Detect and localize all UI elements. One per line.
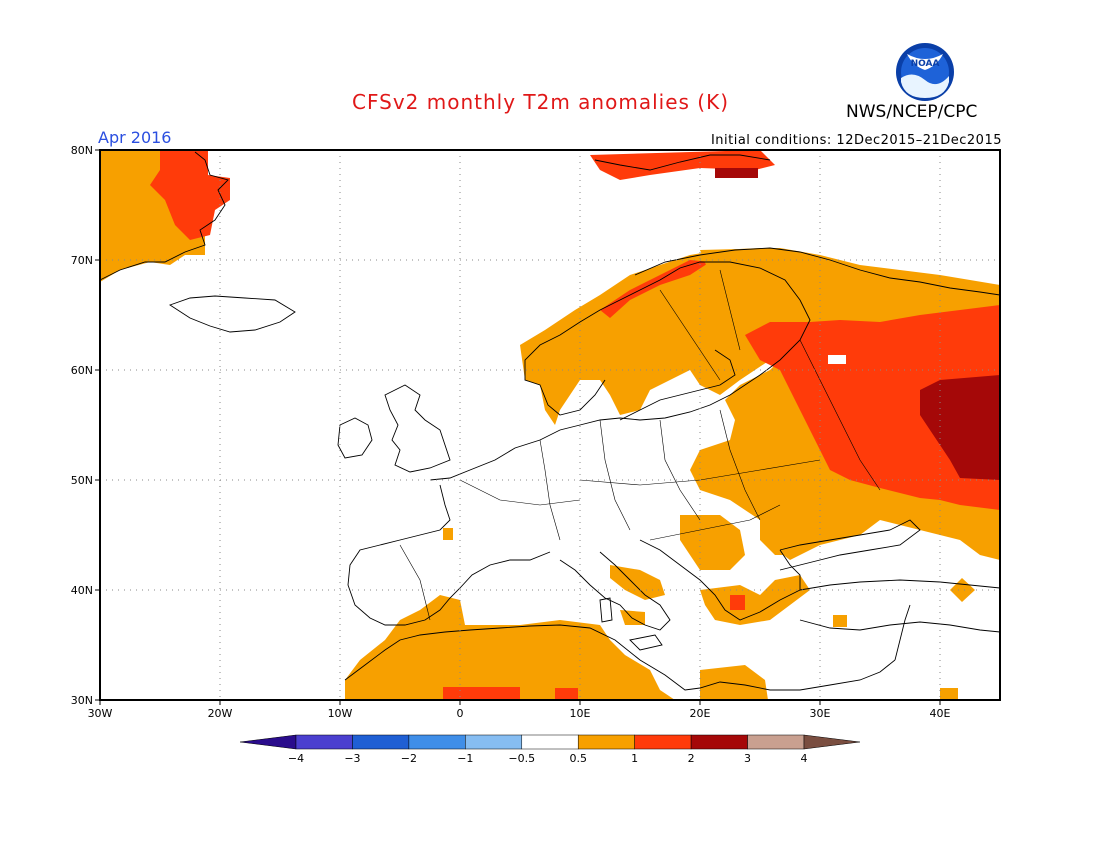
anomaly-africa-red-2 (555, 688, 578, 700)
coast-balkans (639, 539, 801, 621)
lat-tick-label: 80N (71, 144, 93, 157)
coast-biscay (347, 484, 551, 626)
coast-greenland (100, 151, 229, 281)
colorbar-swatch (747, 734, 805, 750)
border-10 (719, 269, 741, 351)
colorbar-swatch (295, 734, 353, 750)
anomaly-africa-red (443, 687, 520, 700)
lon-tick-label: 0 (457, 707, 464, 720)
coast-sicily (629, 634, 663, 651)
lon-tick-label: 30W (88, 707, 113, 720)
anomaly-libya-orange (700, 665, 768, 700)
coast-ireland (337, 417, 373, 459)
lat-tick-label: 70N (71, 254, 93, 267)
colorbar-label: 3 (744, 752, 751, 765)
lat-tick-label: 50N (71, 474, 93, 487)
border-5 (719, 409, 761, 521)
anomaly-russia-dark (920, 375, 1000, 480)
colorbar-swatch (521, 734, 579, 750)
anomaly-iberia-spot (443, 528, 453, 540)
colorbar-label: −3 (344, 752, 360, 765)
coast-levant (894, 604, 911, 661)
lon-tick-label: 20W (208, 707, 233, 720)
colorbar-label: −1 (457, 752, 473, 765)
lat-tick-label: 40N (71, 584, 93, 597)
anomaly-russia-red (745, 305, 1000, 510)
chart-title: CFSv2 monthly T2m anomalies (K) (352, 90, 729, 114)
coast-africa (344, 624, 896, 691)
anomaly-black-sea-orange (760, 500, 810, 555)
coast-sardinia (599, 597, 613, 623)
colorbar-label: −4 (288, 752, 304, 765)
initial-conditions: Initial conditions: 12Dec2015–21Dec2015 (710, 133, 1002, 148)
anomaly-svalbard-dark (715, 168, 758, 178)
coast-turkey (799, 579, 1000, 591)
border-2 (539, 439, 561, 541)
colorbar-swatch (634, 734, 692, 750)
colorbar-label: 1 (631, 752, 638, 765)
forecast-period: Apr 2016 (98, 128, 172, 147)
colorbar: −4 −3 −2 −1 −0.5 0.5 1 2 3 4 (239, 734, 861, 765)
anomaly-greece-red (730, 595, 745, 610)
coast-scandinavia-north (634, 247, 1000, 296)
lon-tick-label: 30E (810, 707, 831, 720)
colorbar-label: 2 (688, 752, 695, 765)
coast-mainland (429, 261, 811, 481)
colorbar-label: −0.5 (508, 752, 535, 765)
border-1 (459, 479, 581, 506)
border-8 (649, 504, 781, 541)
lat-tick-label: 30N (71, 694, 93, 707)
colorbar-arrow-high (803, 734, 861, 750)
lon-tick-label: 20E (690, 707, 711, 720)
organization-label: NWS/NCEP/CPC (846, 102, 978, 122)
border-4 (659, 419, 701, 521)
lat-tick-label: 60N (71, 364, 93, 377)
anomaly-white-spot (828, 355, 846, 364)
lon-tick-label: 10W (328, 707, 353, 720)
colorbar-swatch (690, 734, 748, 750)
border-11 (399, 544, 431, 621)
border-9 (659, 289, 721, 381)
colorbar-label: −2 (401, 752, 417, 765)
lon-tick-label: 40E (930, 707, 951, 720)
map-frame (99, 149, 1001, 701)
anomaly-svalbard-red (590, 150, 775, 180)
noaa-logo: NOAA (896, 43, 954, 101)
anomaly-scandinavia-orange (520, 248, 800, 425)
coast-turkey-south (799, 619, 1000, 633)
graticule (100, 150, 1000, 700)
colorbar-swatch (577, 734, 635, 750)
colorbar-label: 0.5 (569, 752, 587, 765)
coast-iceland (168, 295, 296, 333)
lon-tick-label: 10E (570, 707, 591, 720)
anomaly-mideast-orange (940, 688, 958, 700)
colorbar-swatch (465, 734, 523, 750)
coast-black-sea (779, 519, 921, 571)
colorbar-arrow-low (239, 734, 297, 750)
colorbar-swatch (408, 734, 466, 750)
anomaly-balkans-orange (680, 515, 745, 570)
border-7 (799, 339, 881, 491)
tick-marks (95, 149, 941, 705)
anomaly-fields (100, 150, 1000, 700)
anomaly-greenland-red (150, 150, 230, 240)
coastlines (100, 151, 1000, 691)
coast-britain (384, 384, 451, 473)
anomaly-north-africa-orange (345, 595, 675, 700)
coast-svalbard (594, 154, 771, 171)
coast-italy (559, 551, 671, 631)
colorbar-label: 4 (801, 752, 808, 765)
svg-text:NOAA: NOAA (911, 59, 940, 69)
anomaly-greece-orange (700, 575, 810, 625)
anomaly-norway-coast-red (600, 260, 710, 318)
country-borders (399, 269, 881, 621)
anomaly-cyprus-orange (833, 615, 847, 627)
colorbar-swatch (352, 734, 410, 750)
